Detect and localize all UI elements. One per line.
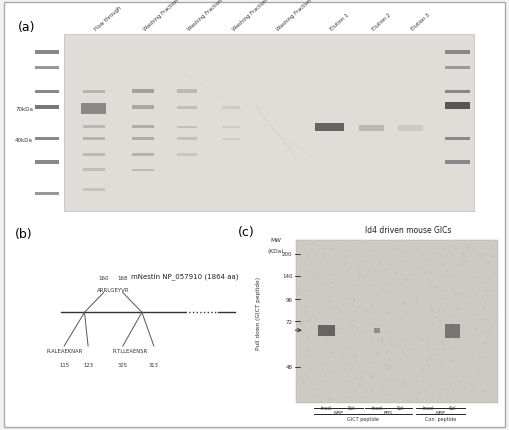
Bar	[132, 106, 154, 109]
Bar	[177, 138, 197, 141]
Text: 123: 123	[83, 362, 93, 367]
Text: MW: MW	[270, 237, 281, 243]
Text: 160: 160	[98, 275, 109, 280]
Bar	[35, 51, 60, 55]
Text: Washing Fraction 1: Washing Fraction 1	[143, 0, 184, 32]
Text: Washing Fraction 2: Washing Fraction 2	[187, 0, 228, 32]
Text: Sol: Sol	[347, 405, 355, 410]
Text: 48: 48	[286, 365, 293, 369]
Bar	[374, 328, 380, 333]
Bar	[445, 138, 469, 141]
Text: GICT peptide: GICT peptide	[347, 416, 379, 421]
Bar	[83, 138, 104, 141]
Bar	[177, 90, 197, 94]
Bar	[132, 154, 154, 157]
Bar	[445, 51, 469, 55]
Bar	[64, 35, 474, 211]
Text: NBE: NBE	[435, 411, 445, 415]
Text: (b): (b)	[15, 227, 33, 240]
Bar	[445, 325, 460, 338]
Bar	[445, 102, 469, 109]
Text: 313: 313	[149, 362, 159, 367]
Bar	[296, 240, 498, 402]
Bar	[177, 126, 197, 129]
Bar	[318, 325, 335, 336]
Bar	[222, 126, 240, 129]
Bar	[35, 138, 60, 141]
Text: Sol: Sol	[449, 405, 456, 410]
Text: (c): (c)	[238, 226, 254, 239]
Bar	[83, 153, 104, 157]
Text: R.TLLEAENSR: R.TLLEAENSR	[112, 348, 148, 353]
Text: Insol: Insol	[422, 405, 434, 410]
Text: 70kDa: 70kDa	[15, 107, 33, 112]
Text: 115: 115	[59, 362, 69, 367]
Bar	[81, 104, 106, 115]
Bar	[132, 126, 154, 129]
Text: Id4 driven mouse GICs: Id4 driven mouse GICs	[365, 226, 451, 234]
Bar	[83, 126, 104, 129]
Bar	[445, 67, 469, 70]
Bar	[445, 161, 469, 164]
Bar	[222, 107, 240, 109]
Bar	[222, 138, 240, 141]
Bar	[132, 89, 154, 94]
Text: Con. peptide: Con. peptide	[425, 416, 456, 421]
Text: FBS: FBS	[384, 411, 393, 415]
Bar	[83, 169, 104, 172]
Bar	[177, 154, 197, 157]
Text: NBE: NBE	[334, 411, 344, 415]
Text: ARRLGEYVR: ARRLGEYVR	[97, 287, 129, 292]
Text: Elution 3: Elution 3	[411, 13, 431, 32]
Text: Sol: Sol	[396, 405, 404, 410]
Text: (a): (a)	[18, 22, 35, 34]
Text: Insol: Insol	[321, 405, 332, 410]
Text: 140: 140	[282, 273, 293, 279]
Text: Washing Fraction 4: Washing Fraction 4	[275, 0, 316, 32]
Bar	[83, 91, 104, 94]
Text: 40kDa: 40kDa	[15, 138, 33, 143]
Text: Pull down (GICT peptide): Pull down (GICT peptide)	[256, 276, 261, 349]
Text: Insol: Insol	[371, 405, 382, 410]
Text: R.ALEAEKNAR: R.ALEAEKNAR	[46, 348, 82, 353]
Bar	[35, 67, 60, 70]
Bar	[132, 138, 154, 141]
Bar	[445, 91, 469, 94]
Text: Elution 1: Elution 1	[329, 13, 350, 32]
Text: mNestin NP_057910 (1864 aa): mNestin NP_057910 (1864 aa)	[131, 272, 239, 279]
Text: Flow through: Flow through	[94, 6, 123, 32]
FancyBboxPatch shape	[4, 3, 505, 427]
Bar	[35, 106, 60, 109]
Text: 305: 305	[118, 362, 128, 367]
Text: (KDa): (KDa)	[267, 248, 284, 253]
Text: 200: 200	[282, 252, 293, 257]
Text: 168: 168	[118, 275, 128, 280]
Text: Elution 2: Elution 2	[371, 13, 392, 32]
Text: 72: 72	[286, 319, 293, 324]
Bar	[132, 169, 154, 172]
Bar	[315, 124, 344, 132]
Bar	[177, 106, 197, 109]
Bar	[35, 161, 60, 164]
Bar	[399, 126, 423, 132]
Bar	[359, 126, 384, 132]
Text: 96: 96	[286, 297, 293, 302]
Text: Washing Fraction 3: Washing Fraction 3	[231, 0, 272, 32]
Bar	[35, 91, 60, 94]
Bar	[35, 193, 60, 195]
Bar	[83, 188, 104, 191]
